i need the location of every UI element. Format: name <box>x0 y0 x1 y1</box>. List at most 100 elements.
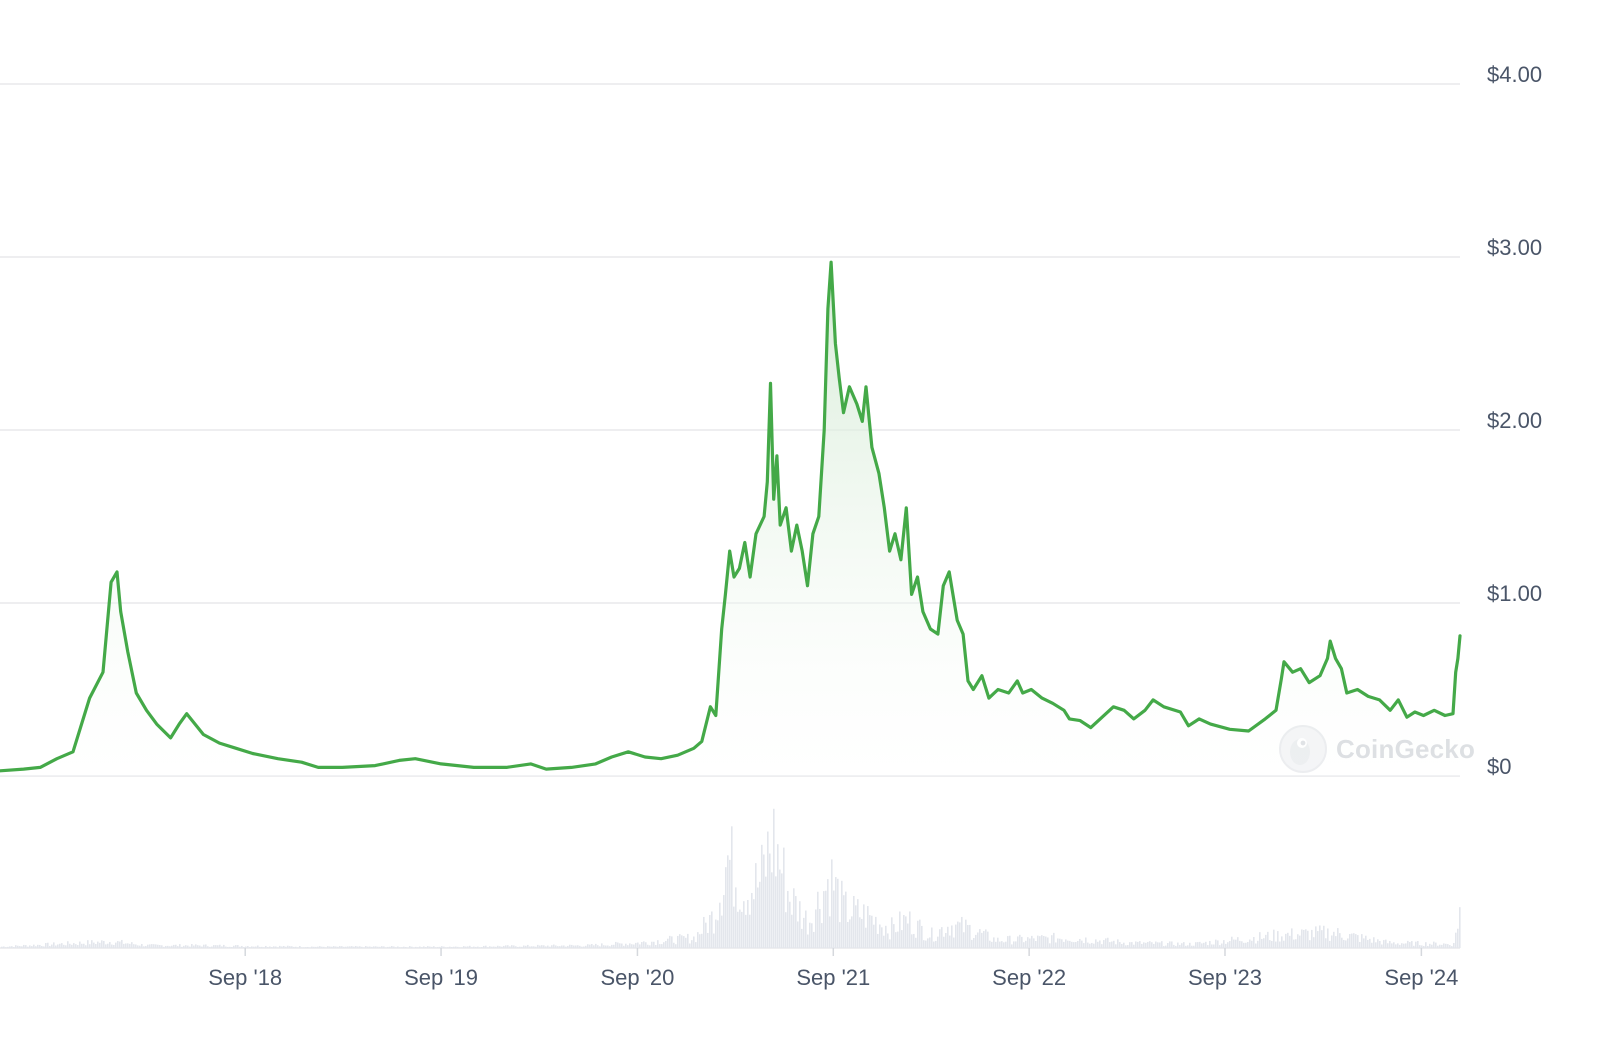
volume-bar <box>199 945 201 948</box>
volume-bar <box>363 947 365 948</box>
volume-bar <box>195 944 197 948</box>
volume-bar <box>791 914 793 948</box>
volume-bar <box>1231 936 1233 948</box>
volume-bar <box>137 945 139 948</box>
volume-bar <box>407 947 409 948</box>
volume-bar <box>651 941 653 948</box>
volume-bar <box>673 942 675 948</box>
x-tick-label: Sep '23 <box>1188 965 1262 990</box>
volume-bar <box>689 943 691 948</box>
volume-bar <box>611 944 613 948</box>
volume-bar <box>83 943 85 948</box>
volume-bar <box>299 945 301 948</box>
volume-bar <box>863 904 865 948</box>
volume-bar <box>371 946 373 948</box>
volume-bar <box>1173 944 1175 948</box>
x-tick-label: Sep '24 <box>1384 965 1458 990</box>
volume-bar <box>469 945 471 948</box>
volume-bar <box>895 932 897 948</box>
volume-bar <box>793 888 795 948</box>
volume-bar <box>1015 941 1017 948</box>
volume-bar <box>881 927 883 948</box>
volume-bar <box>843 895 845 948</box>
volume-bar <box>949 935 951 948</box>
volume-bar <box>439 946 441 948</box>
y-tick-label: $0 <box>1487 754 1511 779</box>
volume-bar <box>1241 941 1243 948</box>
volume-bar <box>695 942 697 948</box>
volume-bar <box>1357 935 1359 948</box>
volume-bar <box>433 946 435 948</box>
volume-bar <box>23 944 25 948</box>
volume-bar <box>1085 937 1087 948</box>
volume-bar <box>1323 925 1325 948</box>
volume-bar <box>73 943 75 948</box>
gecko-logo-icon <box>1279 725 1327 773</box>
volume-bar <box>1057 938 1059 948</box>
volume-bar <box>1167 943 1169 948</box>
volume-bar <box>393 946 395 948</box>
volume-bar <box>965 919 967 948</box>
volume-bar <box>893 924 895 948</box>
volume-bar <box>1349 934 1351 948</box>
volume-bar <box>837 878 839 948</box>
volume-bar <box>751 892 753 948</box>
volume-bar <box>907 923 909 948</box>
volume-bar <box>773 808 775 948</box>
volume-bar <box>759 881 761 948</box>
volume-bar <box>953 937 955 948</box>
volume-bar <box>107 943 109 948</box>
volume-bar <box>1285 933 1287 948</box>
volume-bar <box>627 945 629 948</box>
volume-bar <box>201 946 203 948</box>
volume-bar <box>945 932 947 948</box>
volume-bar <box>33 944 35 948</box>
volume-bar <box>9 946 11 948</box>
price-line <box>0 260 1462 773</box>
volume-bar <box>715 919 717 948</box>
volume-bar <box>467 946 469 948</box>
volume-bar <box>853 895 855 948</box>
volume-bar <box>119 941 121 948</box>
volume-bar <box>419 946 421 948</box>
volume-bar <box>835 877 837 948</box>
volume-bar <box>307 946 309 948</box>
volume-bar <box>1419 945 1421 948</box>
volume-bar <box>527 944 529 948</box>
volume-bar <box>1199 941 1201 948</box>
volume-bar <box>1 946 3 948</box>
volume-bar <box>379 946 381 948</box>
volume-bar <box>1151 942 1153 948</box>
volume-bar <box>163 946 165 948</box>
volume-bar <box>653 941 655 948</box>
volume-bar <box>267 947 269 948</box>
volume-bar <box>1259 932 1261 948</box>
volume-bar <box>1273 929 1275 948</box>
volume-bar <box>1329 940 1331 948</box>
volume-bar <box>75 944 77 948</box>
volume-bar <box>999 941 1001 948</box>
volume-bar <box>935 940 937 948</box>
volume-bar <box>669 935 671 948</box>
volume-bar <box>185 945 187 948</box>
volume-bar <box>1117 939 1119 948</box>
volume-bar <box>521 946 523 948</box>
volume-bar <box>1049 943 1051 948</box>
volume-bar <box>91 940 93 948</box>
volume-bar <box>1429 943 1431 948</box>
volume-bar <box>1409 942 1411 948</box>
volume-bar <box>265 945 267 948</box>
volume-bar <box>1195 942 1197 948</box>
volume-bar <box>1039 936 1041 948</box>
volume-bar <box>1103 940 1105 948</box>
volume-bar <box>723 895 725 948</box>
volume-bar <box>713 933 715 948</box>
volume-bar <box>1003 942 1005 948</box>
volume-bar <box>529 946 531 948</box>
volume-bar <box>1299 935 1301 948</box>
volume-bar <box>1027 937 1029 948</box>
volume-bar <box>509 946 511 948</box>
volume-bar <box>1111 941 1113 948</box>
volume-bar <box>95 944 97 948</box>
volume-bar <box>1239 940 1241 948</box>
